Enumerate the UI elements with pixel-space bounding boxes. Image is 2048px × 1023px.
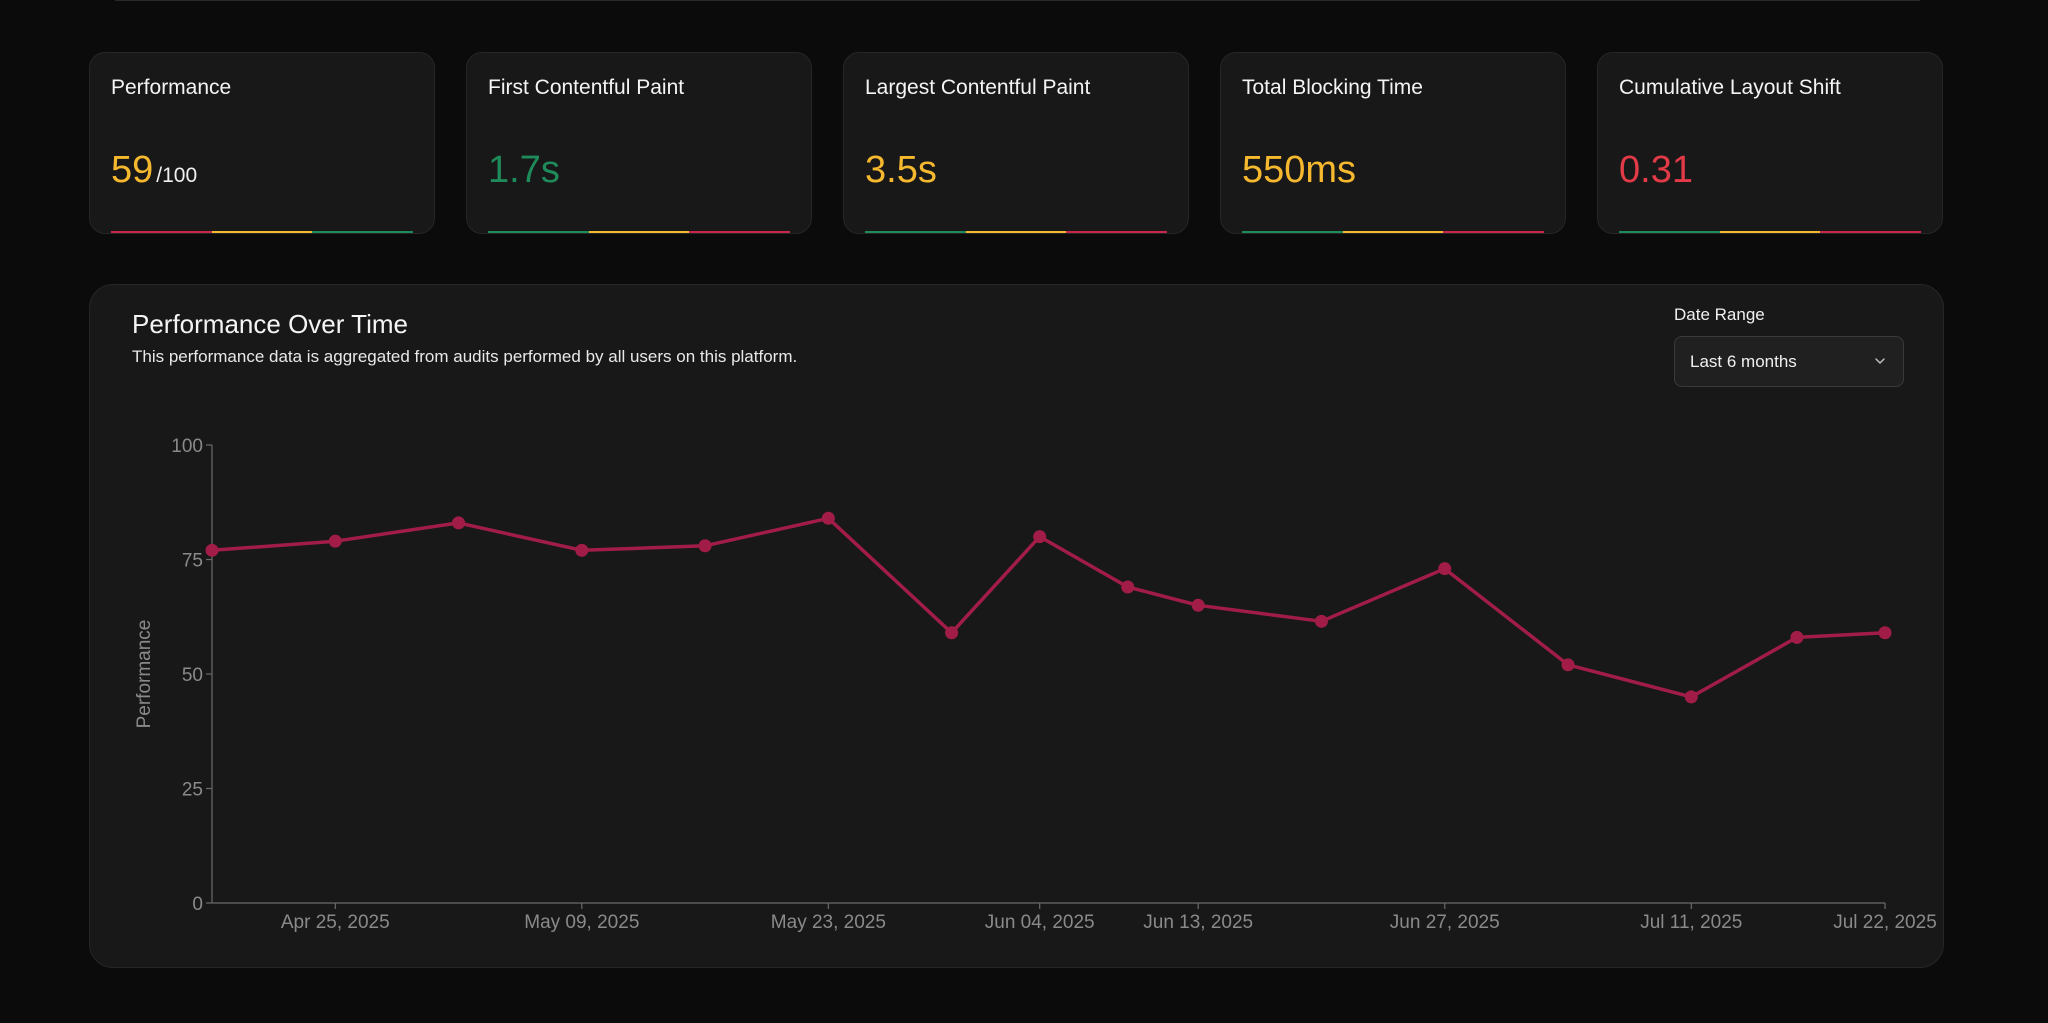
metric-value: 3.5s [865,151,937,189]
metric-title: First Contentful Paint [488,76,685,99]
y-tick-label: 0 [192,894,203,915]
metric-card-performance: Performance 59/100 [89,52,435,234]
metric-card-cls: Cumulative Layout Shift 0.31 [1597,52,1943,234]
data-point [575,543,589,557]
data-point [1033,530,1047,544]
date-range-label: Date Range [1674,305,1765,324]
y-axis-label: Performance [134,620,155,729]
x-tick-label: Jun 27, 2025 [1390,912,1500,933]
x-tick-label: May 23, 2025 [771,912,886,933]
data-point [1684,690,1698,704]
metric-title: Performance [111,76,232,99]
date-range-select[interactable]: Last 6 months [1674,336,1904,387]
metric-scale-bar [865,231,1168,233]
chevron-down-icon [1875,358,1885,364]
y-tick-label: 100 [171,436,203,457]
metric-scale-bar [488,231,791,233]
metric-value-number: 1.7s [488,149,560,191]
metric-value: 550ms [1242,151,1356,189]
metric-title: Cumulative Layout Shift [1619,76,1841,99]
data-point [1438,562,1452,576]
data-point [452,516,466,530]
x-tick-label: Jun 04, 2025 [985,912,1095,933]
data-point [328,534,342,548]
data-point [1191,598,1205,612]
top-divider [115,0,1920,1]
data-point [1121,580,1135,594]
performance-line-chart: 0 25 50 75 100 Apr 25, 2025 May 09, 2025 May 23… [134,436,1937,933]
x-tick-label: May 09, 2025 [524,912,639,933]
series-line [210,516,1887,699]
data-point [945,626,959,640]
metric-value: 1.7s [488,151,560,189]
metric-value-number: 0.31 [1619,149,1693,191]
metric-value-number: 3.5s [865,149,937,191]
data-point [1561,658,1575,672]
metric-card-lcp: Largest Contentful Paint 3.5s [843,52,1189,234]
x-tick-label: Apr 25, 2025 [281,912,390,933]
data-point [821,511,835,525]
data-point [205,543,219,557]
metric-scale-bar [1242,231,1545,233]
data-point [1790,630,1804,644]
metric-value-suffix: /100 [156,164,198,187]
metric-cards: Performance 59/100 First Contentful Pain… [89,52,1944,234]
metric-value: 59/100 [111,151,197,189]
metric-scale-bar [111,231,414,233]
data-point [698,539,712,553]
metric-card-fcp: First Contentful Paint 1.7s [466,52,812,234]
metric-value-number: 550ms [1242,149,1357,191]
data-point [1314,614,1328,628]
performance-over-time-panel: Performance Over Time This performance d… [89,284,1944,968]
panel-title: Performance Over Time [132,309,408,339]
metric-title: Total Blocking Time [1242,76,1423,99]
metric-title: Largest Contentful Paint [865,76,1091,99]
metric-value-number: 59 [111,149,154,191]
metric-value: 0.31 [1619,151,1693,189]
y-tick-label: 75 [182,551,203,572]
x-tick-label: Jun 13, 2025 [1143,912,1253,933]
data-point [1878,626,1892,640]
metric-card-tbt: Total Blocking Time 550ms [1220,52,1566,234]
y-tick-label: 25 [182,780,203,801]
x-tick-label: Jul 22, 2025 [1833,912,1937,933]
y-tick-label: 50 [182,665,203,686]
date-range-value: Last 6 months [1690,352,1797,371]
x-tick-label: Jul 11, 2025 [1640,912,1742,933]
panel-subtitle: This performance data is aggregated from… [132,347,798,366]
metric-scale-bar [1619,231,1922,233]
